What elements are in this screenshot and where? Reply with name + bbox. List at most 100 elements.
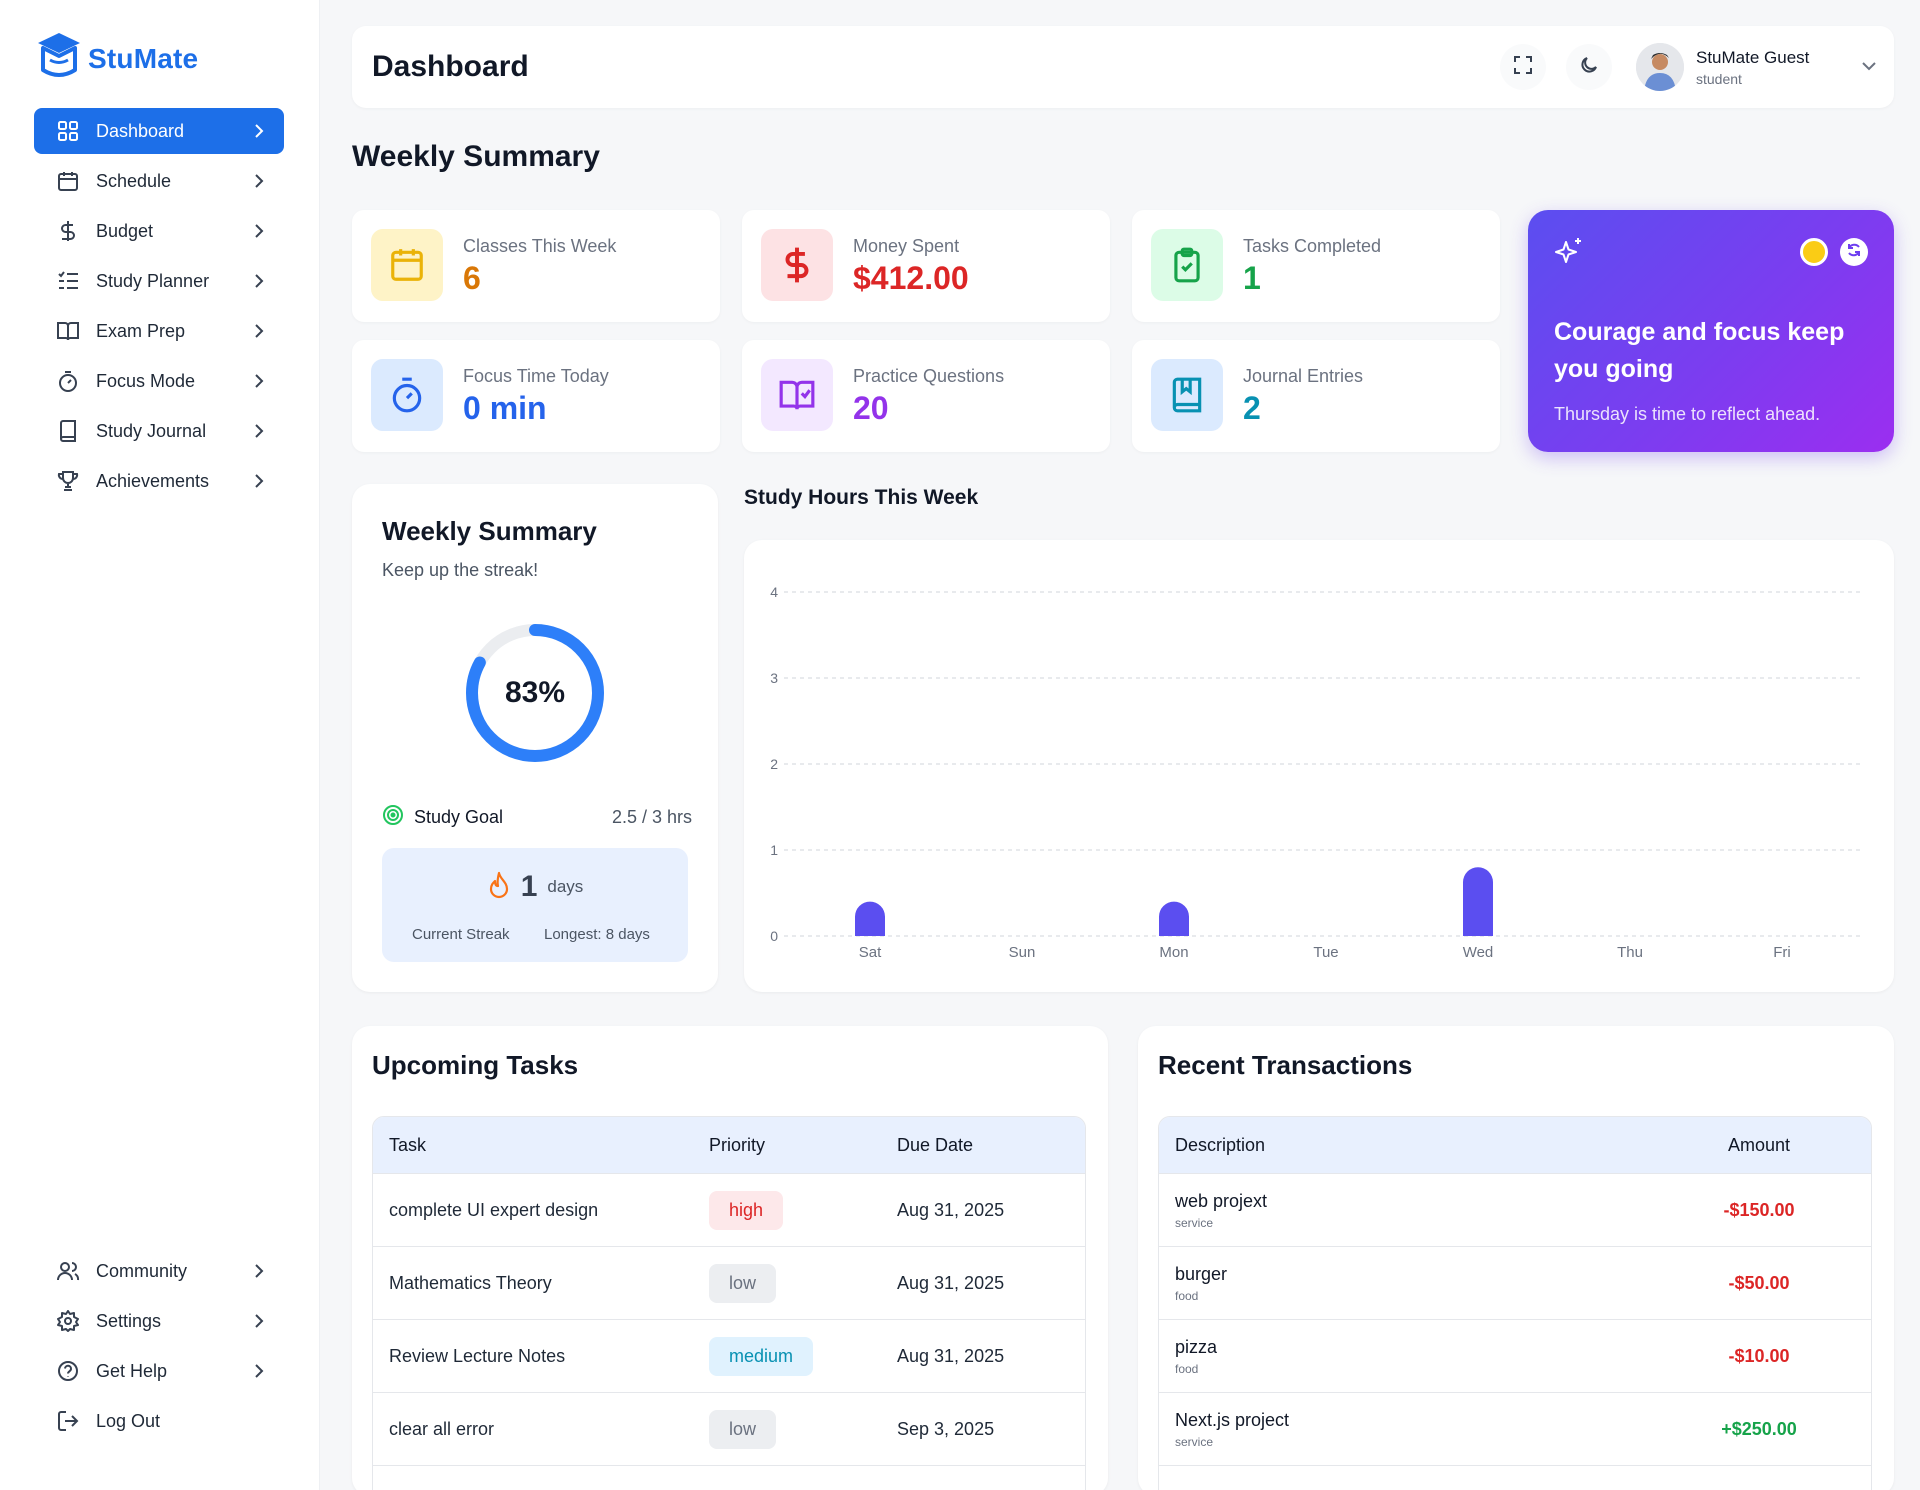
- user-role: student: [1696, 70, 1742, 87]
- table-row[interactable]: [373, 1465, 1085, 1490]
- task-name: clear all error: [389, 1418, 495, 1439]
- table-row[interactable]: Next.js project service +$250.00: [1159, 1392, 1871, 1465]
- stat-card-focus-time[interactable]: Focus Time Today 0 min: [352, 340, 720, 452]
- timer-icon: [371, 359, 443, 431]
- table-row[interactable]: Mathematics Theory low Aug 31, 2025: [373, 1246, 1085, 1319]
- table-row[interactable]: Review Lecture Notes medium Aug 31, 2025: [373, 1319, 1085, 1392]
- fullscreen-icon: [1513, 55, 1533, 80]
- logout-icon: [54, 1407, 82, 1435]
- column-header-due-date[interactable]: Due Date: [897, 1134, 974, 1155]
- stat-label: Money Spent: [853, 236, 960, 256]
- chevron-right-icon: [252, 1364, 266, 1378]
- progress-percent: 83%: [504, 676, 566, 709]
- sidebar-item-study-planner[interactable]: Study Planner: [34, 258, 284, 304]
- task-name: complete UI expert design: [389, 1199, 599, 1220]
- stat-label: Practice Questions: [853, 366, 1005, 386]
- stat-label: Classes This Week: [463, 236, 617, 256]
- goal-value: 2.5 / 3 hrs: [611, 807, 692, 827]
- sidebar-item-settings[interactable]: Settings: [34, 1298, 284, 1344]
- chevron-right-icon: [252, 1314, 266, 1328]
- users-icon: [54, 1257, 82, 1285]
- chart-bar-mon[interactable]: [1159, 901, 1189, 936]
- column-header-priority[interactable]: Priority: [709, 1134, 766, 1155]
- table-row[interactable]: web projext service -$150.00: [1159, 1173, 1871, 1246]
- task-name: Mathematics Theory: [389, 1272, 552, 1293]
- column-header-task[interactable]: Task: [389, 1134, 427, 1155]
- transaction-category: food: [1175, 1288, 1199, 1303]
- sidebar-item-exam-prep[interactable]: Exam Prep: [34, 308, 284, 354]
- chevron-right-icon: [252, 374, 266, 388]
- chart-bar-sat[interactable]: [855, 901, 885, 936]
- column-header-amount[interactable]: Amount: [1727, 1134, 1791, 1155]
- sidebar-item-budget[interactable]: Budget: [34, 208, 284, 254]
- stat-card-tasks-completed[interactable]: Tasks Completed 1: [1132, 210, 1500, 322]
- priority-badge: high: [709, 1190, 784, 1230]
- sidebar-item-community[interactable]: Community: [34, 1248, 284, 1294]
- transaction-category: food: [1175, 1361, 1199, 1376]
- refresh-quote-button[interactable]: [1840, 238, 1868, 266]
- recent-transactions-card: Recent Transactions Description Amount w…: [1138, 1026, 1894, 1490]
- fullscreen-button[interactable]: [1500, 44, 1546, 90]
- table-row[interactable]: burger food -$50.00: [1159, 1246, 1871, 1319]
- x-tick-label: Tue: [1313, 944, 1338, 961]
- due-date: Aug 31, 2025: [897, 1345, 1005, 1366]
- stat-label: Focus Time Today: [463, 366, 609, 386]
- x-tick-label: Thu: [1617, 944, 1643, 961]
- transaction-category: service: [1175, 1434, 1214, 1449]
- longest-streak-label: Longest: 8 days: [544, 926, 650, 943]
- stat-card-money-spent[interactable]: Money Spent $412.00: [742, 210, 1110, 322]
- sidebar-item-dashboard[interactable]: Dashboard: [34, 108, 284, 154]
- stat-card-journal-entries[interactable]: Journal Entries 2: [1132, 340, 1500, 452]
- table-header: Description Amount: [1159, 1117, 1871, 1173]
- sidebar-item-get-help[interactable]: Get Help: [34, 1348, 284, 1394]
- section-title-weekly-summary: Weekly Summary: [352, 140, 600, 173]
- stat-card-classes[interactable]: Classes This Week 6: [352, 210, 720, 322]
- y-tick-label: 4: [770, 584, 778, 600]
- notebook-icon: [1151, 359, 1223, 431]
- priority-badge: medium: [709, 1336, 814, 1376]
- column-header-description[interactable]: Description: [1175, 1134, 1266, 1155]
- app-logo[interactable]: StuMate: [36, 30, 198, 87]
- upcoming-tasks-card: Upcoming Tasks Task Priority Due Date co…: [352, 1026, 1108, 1490]
- sidebar-nav: Dashboard Schedule Budget Study Planner: [34, 108, 284, 508]
- top-header: Dashboard StuMate Guest student: [352, 26, 1894, 108]
- transaction-amount: -$10.00: [1728, 1345, 1790, 1366]
- avatar: [1636, 43, 1684, 91]
- sidebar-item-study-journal[interactable]: Study Journal: [34, 408, 284, 454]
- chevron-right-icon: [252, 1264, 266, 1278]
- chart-svg: 0 1 2 3 4 Sat Sun Mon Tue Wed Thu Fri: [770, 584, 1864, 961]
- dollar-icon: [54, 217, 82, 245]
- sidebar-bottom-nav: Community Settings Get Help Log Out: [34, 1248, 284, 1448]
- refresh-icon: [1846, 242, 1862, 263]
- y-tick-label: 1: [770, 842, 778, 858]
- chart-bar-wed[interactable]: [1463, 867, 1493, 936]
- sidebar-item-label: Dashboard: [96, 120, 185, 141]
- timer-icon: [54, 367, 82, 395]
- user-info: StuMate Guest student: [1696, 48, 1809, 87]
- sidebar-item-schedule[interactable]: Schedule: [34, 158, 284, 204]
- table-row[interactable]: clear all error low Sep 3, 2025: [373, 1392, 1085, 1465]
- transaction-amount: +$250.00: [1721, 1418, 1797, 1439]
- sidebar-item-achievements[interactable]: Achievements: [34, 458, 284, 504]
- sidebar-item-label: Budget: [96, 220, 154, 241]
- user-menu[interactable]: StuMate Guest student: [1636, 38, 1886, 96]
- quote-text: Courage and focus keep you going: [1554, 318, 1845, 383]
- transaction-amount: -$150.00: [1723, 1199, 1795, 1220]
- table-row[interactable]: pizza food -$10.00: [1159, 1319, 1871, 1392]
- theme-dot-button[interactable]: [1800, 238, 1828, 266]
- stat-label: Tasks Completed: [1243, 236, 1382, 256]
- table-row[interactable]: [1159, 1465, 1871, 1490]
- sidebar-item-log-out[interactable]: Log Out: [34, 1398, 284, 1444]
- theme-toggle-button[interactable]: [1566, 44, 1612, 90]
- calendar-icon: [54, 167, 82, 195]
- sidebar-item-label: Focus Mode: [96, 370, 196, 391]
- stat-value: 20: [853, 390, 889, 426]
- sidebar-item-label: Log Out: [96, 1410, 161, 1431]
- chevron-right-icon: [252, 274, 266, 288]
- sidebar-item-focus-mode[interactable]: Focus Mode: [34, 358, 284, 404]
- table-row[interactable]: complete UI expert design high Aug 31, 2…: [373, 1173, 1085, 1246]
- x-tick-label: Mon: [1159, 944, 1188, 961]
- x-tick-label: Fri: [1773, 944, 1791, 961]
- stat-card-practice-questions[interactable]: Practice Questions 20: [742, 340, 1110, 452]
- progress-ring: [466, 624, 604, 762]
